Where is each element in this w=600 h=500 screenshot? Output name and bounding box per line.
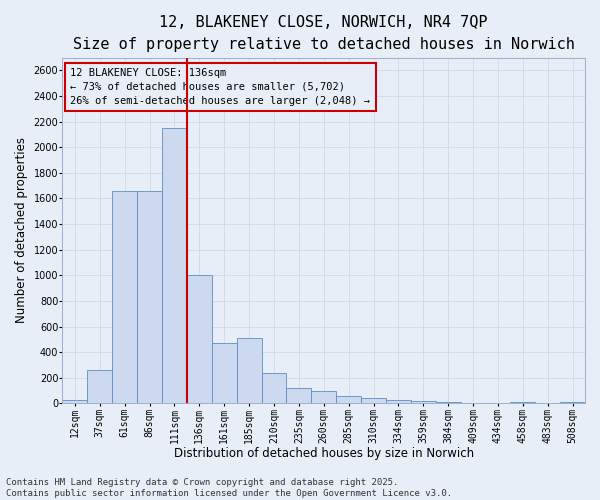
Bar (436, 402, 461, 404)
Text: Contains HM Land Registry data © Crown copyright and database right 2025.
Contai: Contains HM Land Registry data © Crown c… (6, 478, 452, 498)
Bar (187, 276, 212, 404)
Bar (236, 338, 262, 404)
Bar (212, 343, 236, 404)
Bar (560, 402, 585, 404)
Bar (262, 372, 286, 404)
Bar (162, 128, 187, 404)
Bar (511, 402, 535, 404)
Bar (485, 403, 511, 404)
Bar (461, 403, 485, 404)
Y-axis label: Number of detached properties: Number of detached properties (15, 138, 28, 324)
Bar (386, 400, 411, 404)
Title: 12, BLAKENEY CLOSE, NORWICH, NR4 7QP
Size of property relative to detached house: 12, BLAKENEY CLOSE, NORWICH, NR4 7QP Siz… (73, 15, 575, 52)
Bar (88, 370, 112, 404)
Bar (535, 403, 560, 404)
Bar (62, 400, 88, 404)
Bar (311, 390, 336, 404)
Bar (336, 396, 361, 404)
Bar (361, 398, 386, 404)
Bar (411, 402, 436, 404)
Text: 12 BLAKENEY CLOSE: 136sqm
← 73% of detached houses are smaller (5,702)
26% of se: 12 BLAKENEY CLOSE: 136sqm ← 73% of detac… (70, 68, 370, 106)
Bar (137, 191, 162, 404)
Bar (286, 388, 311, 404)
Bar (112, 191, 137, 404)
X-axis label: Distribution of detached houses by size in Norwich: Distribution of detached houses by size … (173, 447, 474, 460)
